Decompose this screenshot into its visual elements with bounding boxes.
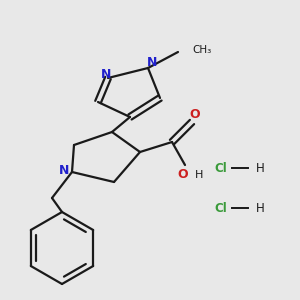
Text: Cl: Cl: [214, 161, 227, 175]
Text: H: H: [256, 202, 265, 214]
Text: N: N: [147, 56, 157, 70]
Text: O: O: [178, 169, 188, 182]
Text: H: H: [195, 170, 203, 180]
Text: N: N: [59, 164, 69, 176]
Text: CH₃: CH₃: [192, 45, 211, 55]
Text: O: O: [190, 109, 200, 122]
Text: Cl: Cl: [214, 202, 227, 214]
Text: H: H: [256, 161, 265, 175]
Text: N: N: [101, 68, 111, 80]
